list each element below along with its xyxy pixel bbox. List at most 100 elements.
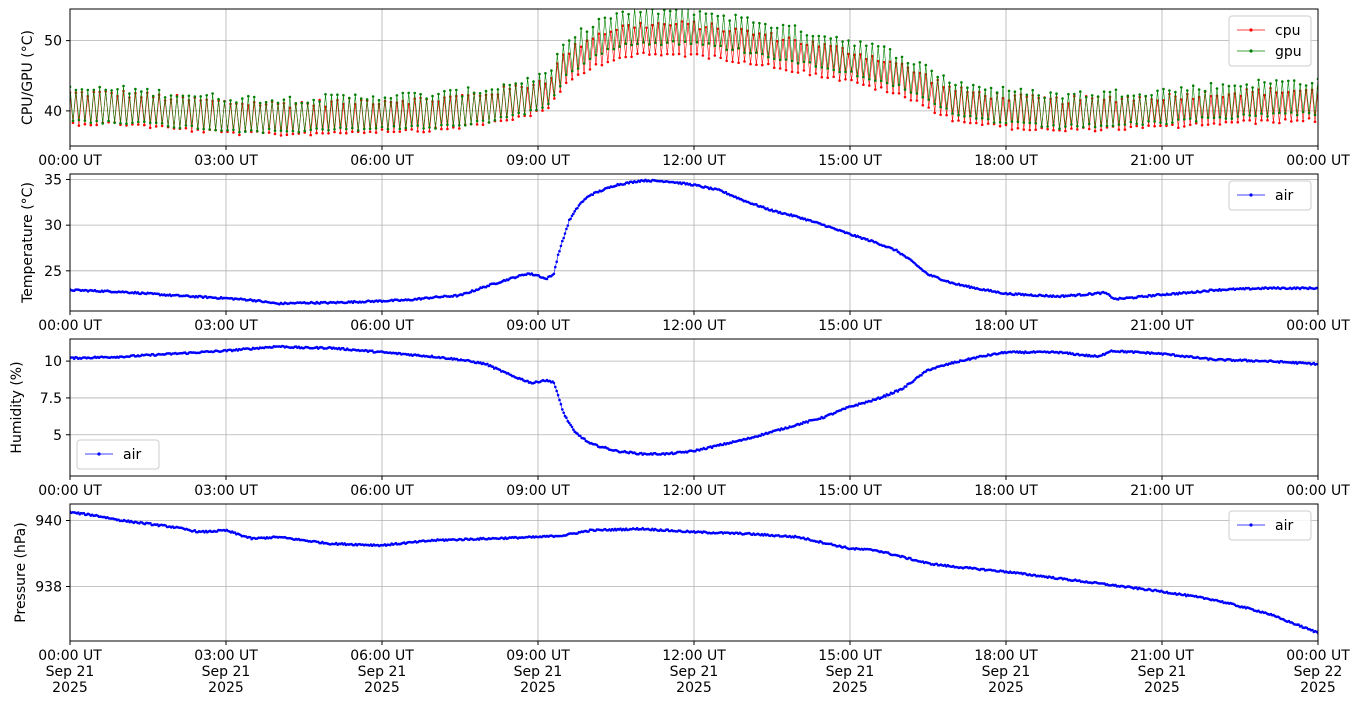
data-point — [660, 43, 663, 47]
data-point — [885, 81, 889, 85]
data-point — [826, 76, 829, 79]
data-point — [749, 62, 752, 66]
x-tick-label: 18:00 UT — [974, 153, 1038, 169]
data-point — [775, 39, 779, 43]
data-point — [86, 88, 90, 92]
data-point — [600, 52, 604, 55]
x-tick-label: 06:00 UT — [350, 153, 414, 169]
data-point — [844, 70, 847, 74]
data-point — [573, 36, 577, 39]
data-point — [921, 103, 925, 107]
data-point — [671, 39, 675, 43]
data-point — [83, 119, 87, 122]
data-point — [309, 133, 313, 137]
data-point — [1290, 120, 1293, 123]
data-point — [972, 83, 975, 87]
data-point — [1239, 85, 1242, 88]
data-point — [481, 119, 485, 122]
data-point — [561, 239, 564, 243]
data-point — [1254, 122, 1257, 125]
data-point — [128, 92, 131, 95]
data-point — [879, 79, 883, 83]
data-point — [728, 30, 731, 33]
data-point — [564, 73, 568, 76]
data-point — [1084, 96, 1088, 99]
data-point — [876, 59, 880, 63]
data-point — [1162, 87, 1165, 91]
data-point — [544, 72, 547, 75]
data-point — [395, 94, 399, 97]
data-point — [553, 97, 556, 100]
data-point — [755, 51, 758, 54]
data-point — [569, 423, 572, 427]
data-point — [868, 84, 871, 87]
data-point — [856, 404, 859, 407]
data-point — [826, 67, 829, 70]
data-point — [1230, 121, 1234, 124]
data-point — [1028, 121, 1032, 125]
data-point — [1114, 101, 1118, 104]
data-point — [725, 59, 728, 63]
data-point — [1126, 94, 1130, 98]
data-point — [318, 100, 321, 103]
data-point — [713, 54, 717, 57]
data-point — [576, 73, 580, 76]
data-point — [1224, 117, 1228, 120]
data-point — [306, 101, 310, 105]
data-point — [1257, 78, 1260, 82]
subplot-2: 00:00 UT 03:00 UT 06:00 UT 09:00 UT 12:00 UT… — [20, 172, 1350, 334]
data-point — [716, 14, 720, 18]
data-point — [122, 84, 125, 88]
data-point — [1206, 123, 1210, 126]
data-point — [270, 99, 274, 102]
data-point — [1275, 91, 1278, 94]
data-point — [799, 42, 803, 46]
data-point — [737, 61, 740, 65]
data-point — [1188, 117, 1192, 120]
x-tick-label: 00:00 UT Sep 22 2025 — [1286, 648, 1350, 696]
data-point — [1022, 121, 1026, 124]
data-point — [1209, 94, 1213, 98]
data-point — [1295, 119, 1299, 122]
data-point — [1300, 624, 1303, 628]
data-point — [686, 22, 690, 26]
data-point — [252, 101, 256, 104]
data-point — [903, 88, 907, 91]
data-point — [567, 421, 571, 425]
data-point — [178, 126, 182, 130]
data-point — [930, 69, 933, 73]
data-point — [169, 94, 173, 97]
data-point — [942, 86, 945, 89]
data-point — [793, 24, 797, 27]
data-point — [559, 84, 562, 88]
data-point — [490, 88, 494, 91]
data-point — [683, 55, 687, 58]
data-point — [252, 95, 256, 99]
data-point — [333, 128, 336, 131]
data-point — [874, 88, 877, 91]
data-point — [321, 132, 324, 135]
data-point — [190, 124, 194, 128]
data-point — [205, 98, 208, 101]
data-point — [555, 260, 558, 264]
data-point — [894, 56, 898, 60]
x-tick-label: 15:00 UT Sep 21 2025 — [818, 648, 882, 696]
data-point — [707, 42, 711, 45]
data-point — [71, 119, 75, 123]
data-point — [324, 105, 327, 109]
data-point — [695, 40, 699, 44]
data-point — [389, 97, 393, 100]
data-point — [683, 40, 687, 43]
data-point — [538, 72, 541, 76]
x-tick-label: 00:00 UT — [1286, 153, 1350, 169]
data-point — [1168, 89, 1171, 92]
data-point — [884, 395, 887, 398]
x-tick-label: 06:00 UT Sep 21 2025 — [350, 648, 414, 696]
data-point — [759, 434, 762, 438]
data-point — [1076, 128, 1079, 131]
legend-label-air: air — [123, 447, 141, 463]
data-point — [554, 385, 557, 389]
data-point — [154, 125, 158, 128]
data-point — [915, 92, 919, 95]
